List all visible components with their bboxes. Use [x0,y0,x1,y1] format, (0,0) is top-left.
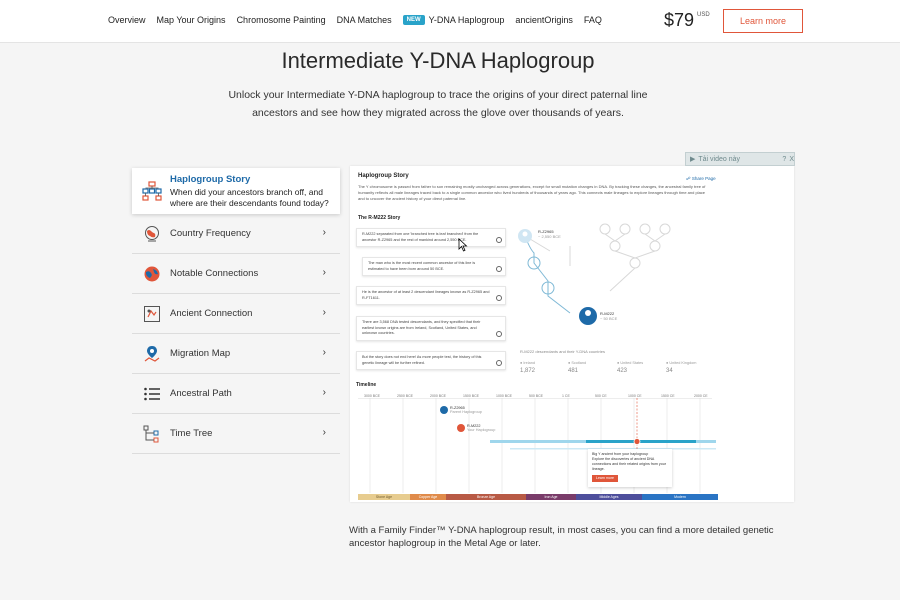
chevron-right-icon: › [322,267,326,278]
nav-faq-link[interactable]: FAQ [583,15,602,25]
share-link[interactable]: ☍ Share Page [686,176,716,181]
timeline-tick: 2000 CE [694,394,708,398]
chevron-right-icon: › [322,347,326,358]
story-card: He is the ancestor of at least 2 descend… [356,286,506,305]
menu-item-label: Ancestral Path [170,388,232,399]
tree-bottom-label: R-M222 ~ 50 BCE [600,311,618,321]
nav-chromosome-painting-link[interactable]: Chromosome Painting [236,15,326,25]
haplogroup-tree-diagram [518,223,671,325]
menu-item-migration-map[interactable]: Migration Map › [132,334,340,374]
chevron-right-icon: › [322,427,326,438]
new-badge: NEW [402,15,425,25]
tree-icon [142,424,162,444]
timeline-marker-parent: R-Z2965 Parent Haplogroup [450,406,482,414]
timeline-tick: 1 CE [562,394,570,398]
footer-note: With a Family Finder™ Y-DNA haplogroup r… [349,525,774,549]
callout-text: Explore the discoveries of ancient DNA c… [592,457,666,471]
video-download-overlay[interactable]: ▶ Tải video này ? X [685,152,795,166]
timeline-marker-yours: R-M222 Your Haplogroup [467,424,496,432]
story-card: The man who is the most recent common an… [362,257,506,276]
list-icon [142,384,162,404]
tree-top-label: R-Z2965 ~ 2,550 BCE [538,229,561,239]
play-icon: ▶ [690,156,696,163]
stat-scotland: ● Scotland 481 [568,361,587,374]
era-band: Modern [642,494,718,500]
map-pin-icon [142,344,162,364]
help-icon[interactable]: ? [782,155,787,163]
panel-description: The Y chromosome is passed from father t… [358,184,706,201]
timeline-chart [358,398,716,493]
story-card: There are 3,568 DNA tested descendants, … [356,316,506,341]
mouse-cursor-icon [458,238,468,252]
timeline-tick: 2000 BCE [430,394,446,398]
menu-item-ancestral-path[interactable]: Ancestral Path › [132,374,340,414]
chevron-right-icon: › [322,227,326,238]
menu-item-time-tree[interactable]: Time Tree › [132,414,340,454]
timeline-tick: 500 CE [595,394,607,398]
callout-learn-more-button[interactable]: Learn more [592,475,618,482]
video-download-label: Tải video này [698,155,741,163]
ancient-callout: Big Y ancient from your haplogroup Explo… [588,449,672,487]
menu-item-label: Haplogroup Story [170,173,251,185]
stat-united-states: ● United States 423 [617,361,644,374]
close-icon[interactable]: X [789,155,794,163]
feature-menu: Haplogroup Story When did your ancestors… [132,168,340,454]
menu-item-label: Notable Connections [170,268,259,279]
learn-more-button[interactable]: Learn more [723,9,803,33]
stats-heading: R-M222 descendants and their Y-DNA count… [520,349,605,354]
stat-united-kingdom: ● United Kingdom 34 [666,361,697,374]
stat-ireland: ● Ireland 1,872 [520,361,536,374]
expand-icon[interactable] [496,266,502,272]
price-currency: USD [697,12,710,18]
menu-item-description: When did your ancestors branch off, and … [170,186,329,208]
nav-links: Overview Map Your Origins Chromosome Pai… [108,15,613,25]
timeline-tick: 1500 BCE [463,394,479,398]
artifact-icon [142,304,162,324]
expand-icon[interactable] [496,295,502,301]
top-nav: Overview Map Your Origins Chromosome Pai… [0,0,900,43]
story-card: R-M222 separated from one 'branched tree… [356,228,506,247]
expand-icon[interactable] [496,360,502,366]
timeline-tick: 2500 BCE [397,394,413,398]
timeline-tick: 1500 CE [661,394,675,398]
page-subtitle: Unlock your Intermediate Y-DNA haplogrou… [228,89,648,119]
world-map-icon [142,264,162,284]
menu-item-country-frequency[interactable]: Country Frequency › [132,214,340,254]
menu-item-ancient-connection[interactable]: Ancient Connection › [132,294,340,334]
story-heading: The R-M222 Story [358,215,401,221]
globe-icon [142,224,162,244]
timeline-tick: 500 BCE [529,394,544,398]
story-card: But the story does not end here! As more… [356,351,506,370]
menu-item-label: Migration Map [170,348,231,359]
era-band: Copper Age [410,494,446,500]
timeline-tick: 1000 CE [628,394,642,398]
timeline-tick: 3000 BCE [364,394,380,398]
nav-dna-matches-link[interactable]: DNA Matches [336,15,392,25]
timeline-tick: 1000 BCE [496,394,512,398]
menu-item-label: Ancient Connection [170,308,253,319]
chevron-right-icon: › [322,387,326,398]
nav-map-your-origins-link[interactable]: Map Your Origins [156,15,226,25]
era-band: Bronze Age [446,494,526,500]
menu-item-label: Time Tree [170,428,213,439]
feature-preview-panel: Haplogroup Story ☍ Share Page The Y chro… [350,166,794,502]
chevron-right-icon: › [322,307,326,318]
panel-title: Haplogroup Story [358,173,409,179]
era-band: Stone Age [358,494,410,500]
expand-icon[interactable] [496,237,502,243]
nav-ydna-haplogroup-link[interactable]: Y-DNA Haplogroup [428,15,505,25]
page-title: Intermediate Y-DNA Haplogroup [281,48,595,73]
menu-item-notable-connections[interactable]: Notable Connections › [132,254,340,294]
expand-icon[interactable] [496,330,502,337]
nav-overview-link[interactable]: Overview [108,15,146,25]
era-band: Iron Age [526,494,576,500]
menu-item-haplogroup-story[interactable]: Haplogroup Story When did your ancestors… [132,168,340,214]
timeline-heading: Timeline [356,382,377,388]
era-band: Middle Ages [576,494,642,500]
menu-item-label: Country Frequency [170,228,251,239]
callout-title: Big Y ancient from your haplogroup [592,452,649,456]
price: $79 [664,10,695,30]
family-tree-icon [142,181,162,201]
nav-ancient-origins-link[interactable]: ancientOrigins [515,15,573,25]
